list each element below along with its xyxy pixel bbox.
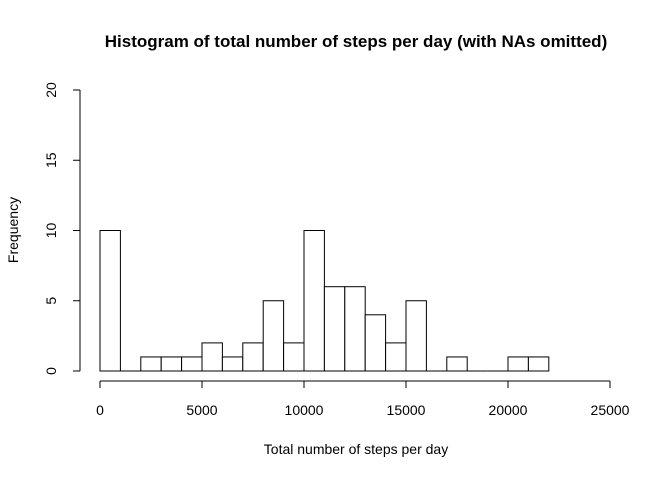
x-tick-label: 5000 — [186, 402, 217, 418]
histogram-bar — [221, 356, 244, 372]
histogram-bar — [160, 356, 183, 372]
histogram-bar — [262, 300, 285, 372]
histogram-bar — [527, 356, 550, 372]
y-axis-label: Frequency — [5, 197, 21, 263]
y-tick-label: 15 — [43, 152, 59, 168]
histogram-bar — [323, 286, 346, 372]
chart-title: Histogram of total number of steps per d… — [105, 32, 607, 51]
histogram-bar — [99, 230, 121, 372]
histogram-bar — [405, 300, 427, 372]
x-tick-label: 25000 — [591, 402, 630, 418]
histogram-bar — [242, 342, 264, 372]
y-tick-label: 5 — [43, 297, 59, 305]
x-tick-label: 20000 — [489, 402, 528, 418]
histogram-bar — [364, 314, 387, 372]
x-axis-label: Total number of steps per day — [264, 441, 448, 457]
x-tick-label: 15000 — [387, 402, 426, 418]
histogram-bar — [140, 356, 162, 372]
histogram-bar — [507, 356, 529, 372]
histogram-bar — [303, 230, 325, 372]
histogram-bar — [446, 356, 468, 372]
x-tick-label: 10000 — [285, 402, 324, 418]
histogram-bar — [201, 342, 223, 372]
x-axis: 0 5000 10000 15000 20000 25000 — [96, 380, 630, 418]
y-tick-label: 10 — [43, 223, 59, 239]
histogram-bar — [385, 342, 407, 372]
x-tick-label: 0 — [96, 402, 104, 418]
y-axis: 0 5 10 15 20 — [43, 82, 81, 375]
histogram-bar — [283, 342, 305, 372]
y-tick-label: 0 — [43, 367, 59, 375]
y-tick-label: 20 — [43, 82, 59, 98]
bars-group — [99, 230, 550, 372]
histogram-bar — [344, 286, 366, 372]
histogram-bar — [181, 356, 203, 372]
